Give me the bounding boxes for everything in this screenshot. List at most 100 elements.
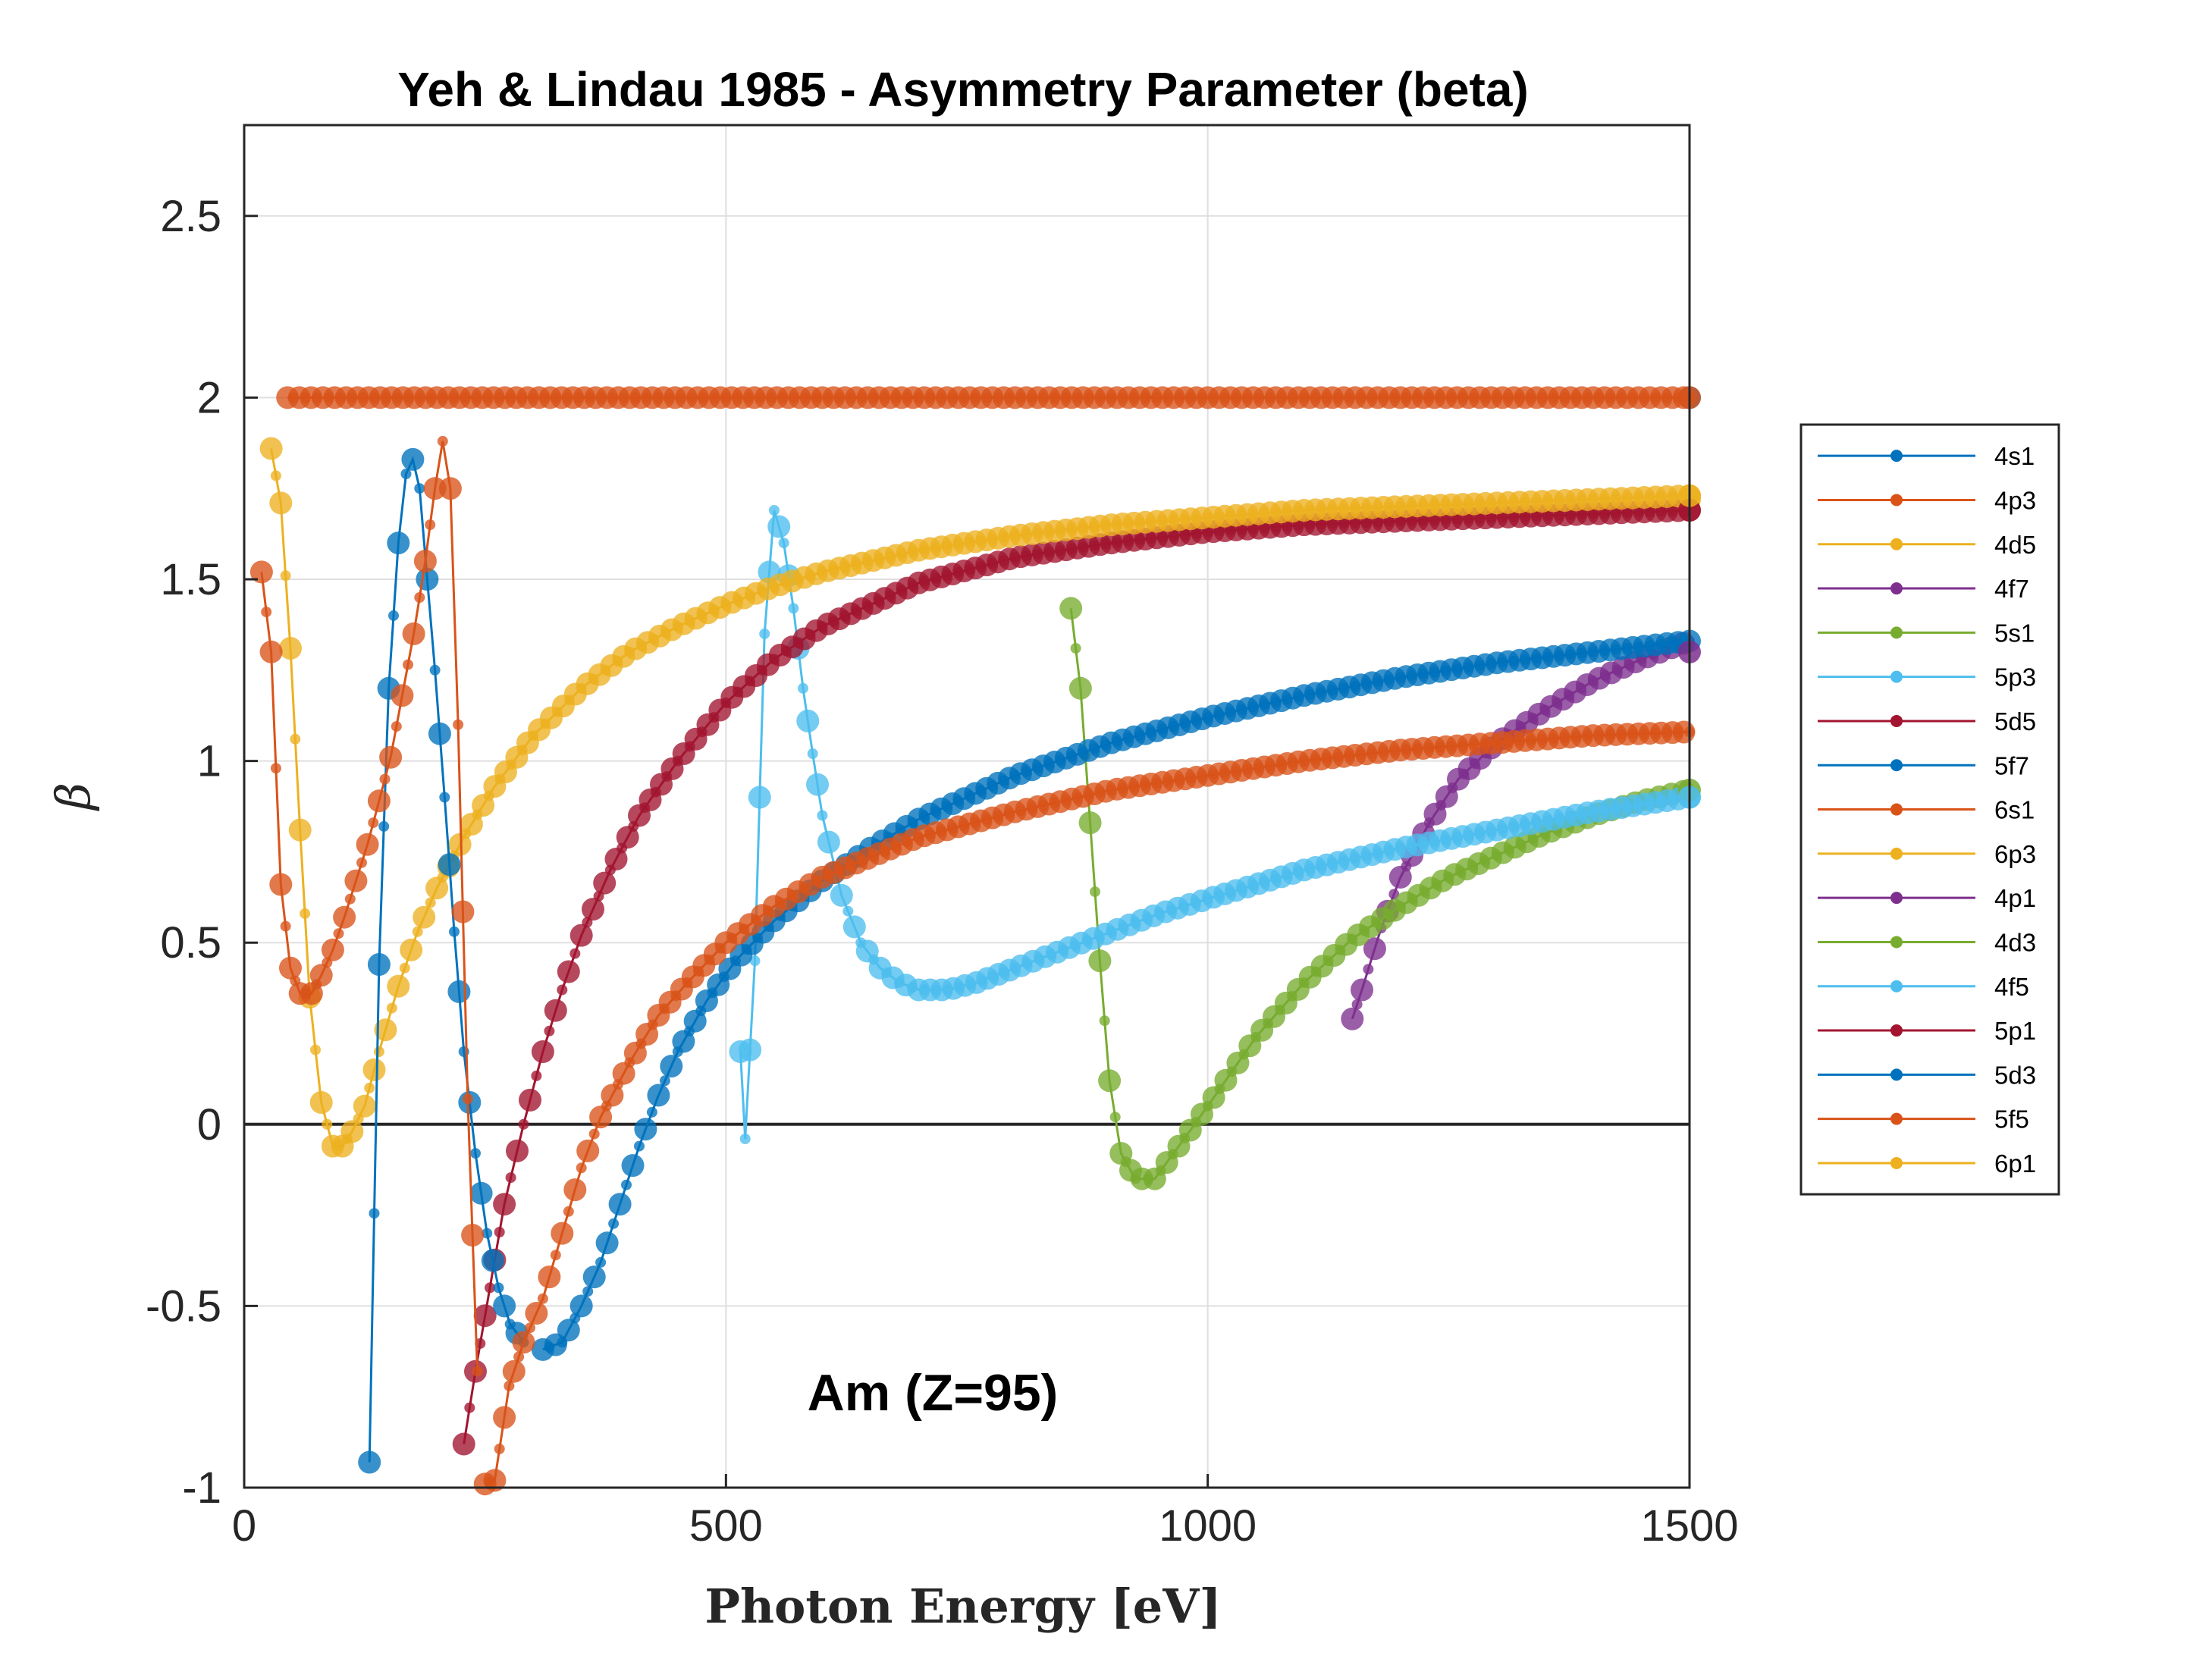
data-point	[830, 883, 853, 907]
data-point	[261, 607, 272, 618]
data-point	[340, 1120, 364, 1143]
legend-marker	[1890, 1024, 1903, 1037]
data-point	[249, 560, 273, 584]
data-point	[309, 1091, 333, 1114]
data-point	[739, 1134, 751, 1144]
data-point	[538, 1265, 561, 1289]
data-point	[576, 1162, 587, 1174]
data-point	[449, 926, 460, 937]
y-tick-label: -0.5	[146, 1281, 221, 1331]
data-point	[279, 637, 302, 660]
legend-label: 4d3	[1994, 928, 2036, 956]
x-tick-label: 500	[689, 1501, 763, 1551]
data-point	[412, 926, 423, 937]
tick-labels: 0 500 1000 1500 -1 -0.5 0 0.5 1 1.5 2 2.5	[146, 192, 1738, 1551]
legend-label: 5p3	[1994, 663, 2036, 692]
legend-label: 4f7	[1994, 575, 2029, 603]
series-5d3	[358, 447, 529, 1474]
data-point	[537, 1293, 548, 1304]
series-6p3	[259, 437, 1701, 1158]
data-point	[1363, 937, 1386, 961]
data-point	[469, 1181, 493, 1205]
legend-entry-5d5: 5d5	[1818, 707, 2036, 735]
data-point	[759, 628, 770, 639]
data-point	[493, 1406, 516, 1429]
data-point	[413, 905, 436, 929]
legend-entry-4p3: 4p3	[1818, 486, 2036, 514]
legend-entry-4p1: 4p1	[1818, 884, 2036, 912]
data-point	[608, 1218, 620, 1229]
data-point	[621, 1154, 645, 1178]
data-point	[767, 515, 791, 538]
data-point	[1351, 999, 1363, 1010]
legend-marker	[1890, 494, 1903, 506]
series-line	[368, 456, 525, 1463]
legend-marker	[1890, 847, 1903, 860]
data-point	[403, 659, 413, 670]
data-point	[749, 955, 761, 967]
data-point	[321, 938, 344, 961]
data-point	[817, 830, 840, 854]
data-point	[748, 786, 771, 809]
data-point	[280, 920, 291, 932]
ticks	[243, 215, 1691, 1489]
legend-label: 4d5	[1994, 531, 2036, 559]
data-point	[391, 684, 414, 707]
data-point	[531, 1040, 554, 1063]
data-point	[1059, 597, 1083, 620]
data-point	[1070, 643, 1081, 654]
data-point	[472, 1366, 483, 1377]
data-point	[569, 1294, 593, 1318]
data-point	[413, 550, 437, 572]
legend-marker	[1890, 1156, 1903, 1169]
data-point	[438, 853, 461, 877]
legend-entry-5d3: 5d3	[1818, 1061, 2036, 1089]
series-unlabeled	[249, 435, 485, 1377]
data-point	[842, 905, 854, 917]
data-point	[493, 1294, 516, 1318]
y-tick-label: -1	[182, 1463, 221, 1513]
data-point	[518, 1118, 529, 1130]
chart-title: Yeh & Lindau 1985 - Asymmetry Parameter …	[397, 62, 1529, 117]
data-point	[1098, 1069, 1122, 1093]
data-point	[402, 622, 425, 645]
y-tick-label: 2.5	[160, 192, 221, 241]
data-point	[1078, 811, 1102, 835]
data-point	[485, 1282, 495, 1294]
data-point	[576, 1139, 600, 1162]
legend: 4s1 4p3 4d5 4f7 5s1 5p3 5d5 5f7 6s1 6p3 4p1 4d3 4f5 5…	[1799, 423, 2060, 1196]
data-point	[525, 1322, 535, 1334]
legend-label: 4s1	[1994, 442, 2035, 470]
legend-entry-6p3: 6p3	[1818, 840, 2036, 868]
legend-entry-5f5: 5f5	[1818, 1105, 2029, 1134]
data-point	[1109, 1112, 1121, 1123]
data-point	[470, 1148, 481, 1159]
legend-entry-4s1: 4s1	[1818, 442, 2035, 470]
data-point	[400, 469, 412, 479]
y-tick-label: 0	[197, 1100, 221, 1149]
data-point	[482, 1228, 493, 1239]
data-point	[353, 1094, 376, 1118]
data-point	[451, 900, 475, 924]
legend-entry-4f5: 4f5	[1818, 973, 2029, 1001]
legend-entry-5f7: 5f7	[1818, 751, 2029, 779]
legend-entry-6s1: 6s1	[1818, 796, 2035, 824]
data-point	[391, 721, 402, 732]
data-point	[505, 1172, 516, 1184]
data-point	[462, 1093, 473, 1105]
data-point	[378, 820, 390, 832]
x-tick-label: 1000	[1159, 1501, 1257, 1551]
legend-marker	[1890, 759, 1903, 772]
data-point	[356, 857, 367, 868]
data-point	[659, 1075, 670, 1087]
data-point	[270, 763, 281, 774]
legend-label: 6p3	[1994, 840, 2036, 868]
y-tick-label: 2	[197, 373, 221, 422]
data-point	[464, 1402, 475, 1413]
legend-label: 4f5	[1994, 973, 2029, 1001]
data-point	[388, 610, 399, 621]
data-point	[1363, 964, 1374, 975]
data-point	[593, 871, 617, 895]
legend-marker	[1890, 980, 1903, 993]
